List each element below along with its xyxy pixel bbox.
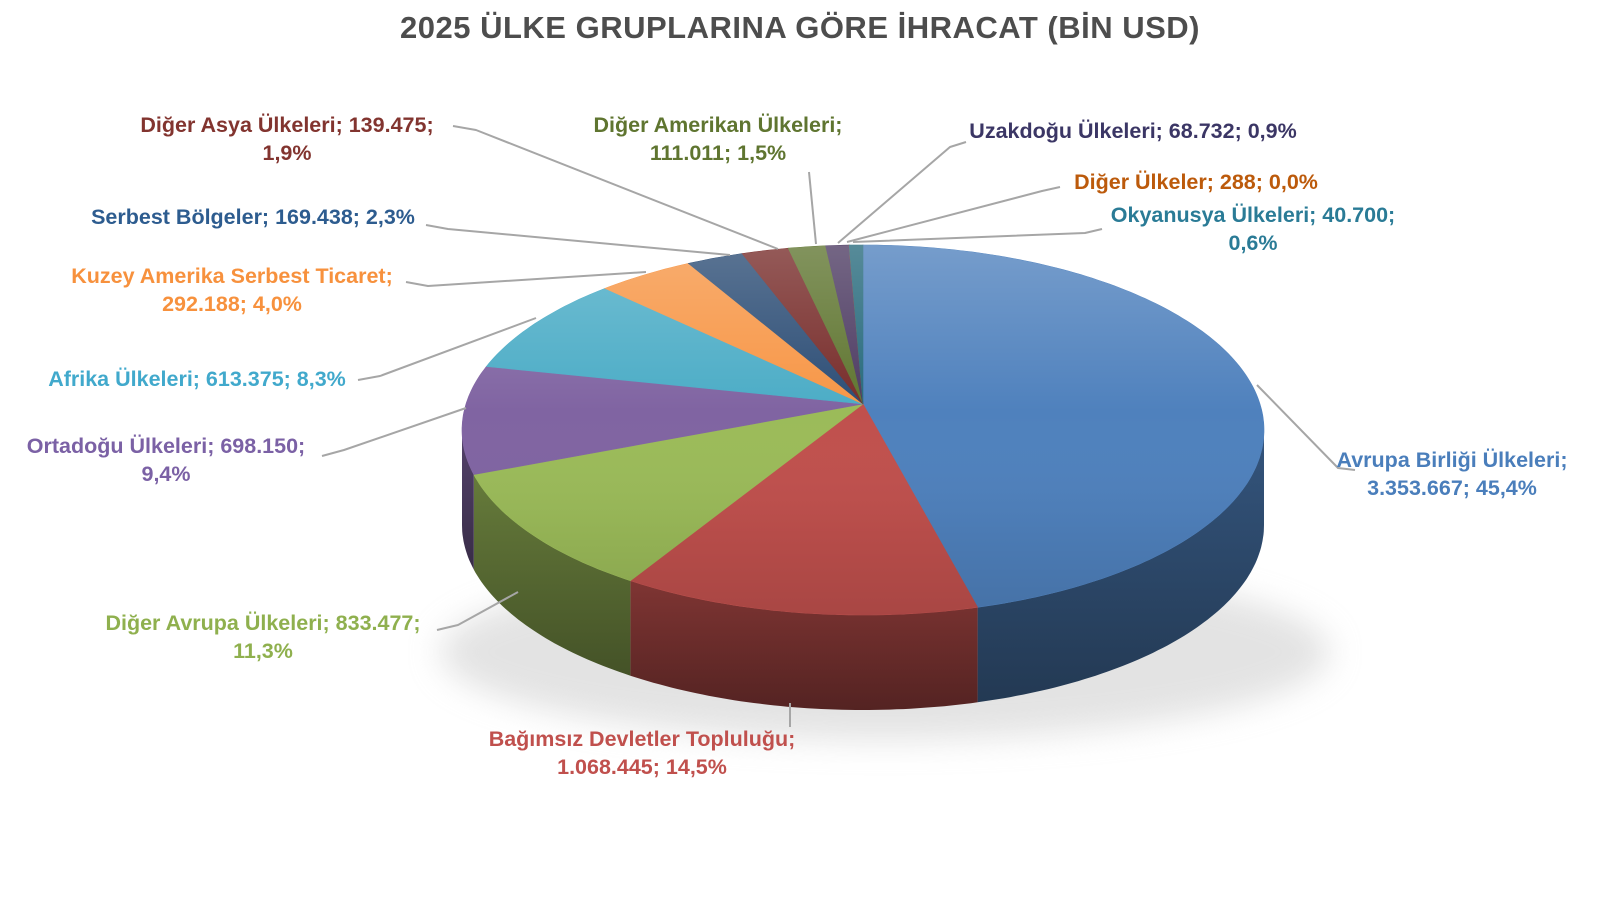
leader-line: [852, 228, 1103, 243]
leader-line: [808, 171, 817, 245]
leader-line: [436, 591, 519, 631]
leader-line: [425, 224, 731, 256]
leader-line: [846, 186, 1061, 243]
leader-line: [405, 271, 647, 287]
pie-slice-side: [977, 430, 1264, 703]
leader-line: [452, 125, 779, 250]
leader-line: [837, 141, 967, 244]
chart-title: 2025 ÜLKE GRUPLARINA GÖRE İHRACAT (BİN U…: [400, 10, 1200, 45]
leader-line: [357, 317, 537, 381]
leader-line: [1256, 384, 1356, 471]
leader-line: [321, 407, 467, 457]
